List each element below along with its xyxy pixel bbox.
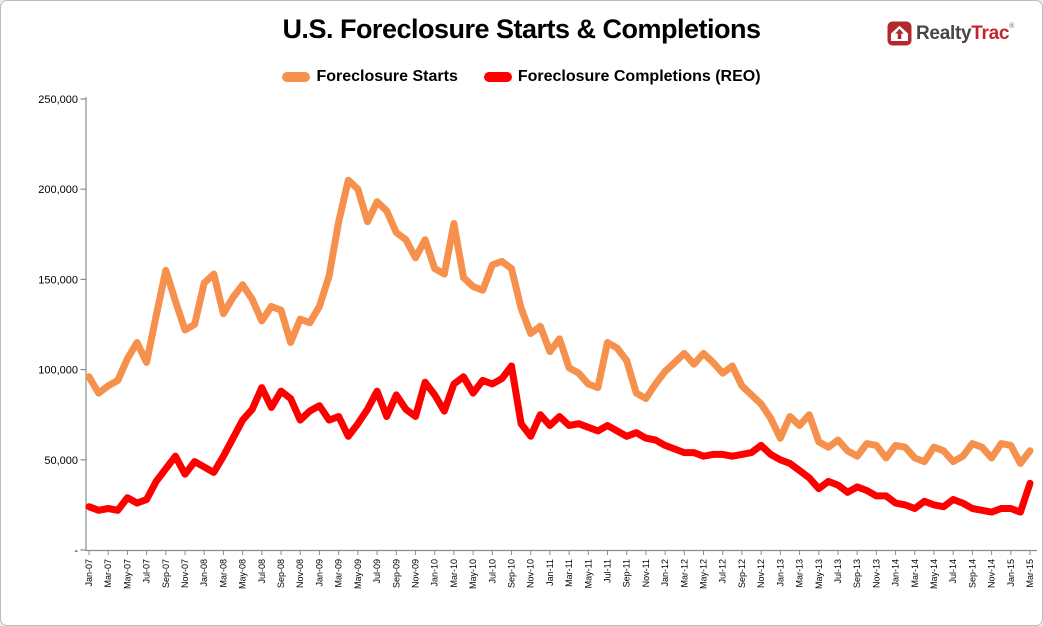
x-tick-label: Jan-11	[545, 559, 555, 586]
x-tick-label: Nov-09	[410, 559, 420, 588]
x-tick-label: Sep-09	[391, 559, 401, 588]
registered-mark: ®	[1009, 22, 1014, 30]
y-axis-labels: - 50,000 100,000 150,000 200,000 250,000	[38, 94, 86, 557]
x-tick-label: Jan-07	[84, 559, 94, 587]
chart-legend: Foreclosure Starts Foreclosure Completio…	[1, 68, 1042, 86]
x-tick-label: Mar-14	[910, 559, 920, 588]
logo-wordmark: RealtyTrac®	[916, 23, 1014, 45]
x-tick-label: May-11	[583, 559, 593, 588]
x-tick-label: Jul-09	[372, 559, 382, 584]
x-tick-label: Jul-14	[948, 559, 958, 584]
x-tick-label: Jul-08	[257, 559, 267, 584]
x-tick-label: Nov-07	[180, 559, 190, 588]
x-tick-label: May-13	[814, 559, 824, 589]
x-tick-label: May-10	[468, 559, 478, 589]
x-tick-label: Mar-13	[795, 559, 805, 588]
series-line-foreclosure-completions	[85, 362, 1034, 516]
y-tick-label: 50,000	[44, 455, 78, 467]
legend-swatch-starts	[282, 72, 311, 82]
x-tick-label: Jul-07	[142, 559, 152, 584]
axis-lines	[85, 97, 1037, 552]
x-tick-label: Jul-12	[718, 559, 728, 584]
series-line-foreclosure-starts	[85, 176, 1034, 467]
legend-label-starts: Foreclosure Starts	[316, 68, 458, 85]
y-tick-label: 200,000	[38, 184, 78, 196]
y-tick-label: 150,000	[38, 274, 78, 286]
legend-label-completions: Foreclosure Completions (REO)	[517, 68, 761, 85]
y-tick-label: -	[74, 545, 78, 557]
logo-realty-text: Realty	[916, 22, 972, 44]
x-tick-label: May-09	[353, 559, 363, 589]
x-tick-label: Nov-12	[756, 559, 766, 588]
x-tick-label: Jul-13	[833, 559, 843, 584]
x-tick-label: Jul-10	[487, 559, 497, 584]
x-tick-label: Mar-08	[218, 559, 228, 588]
legend-swatch-completions	[483, 72, 512, 82]
legend-item-completions: Foreclosure Completions (REO)	[483, 68, 761, 86]
x-tick-label: Sep-14	[967, 559, 977, 588]
x-tick-label: Sep-13	[852, 559, 862, 588]
x-tick-label: Sep-12	[737, 559, 747, 588]
logo-trac-text: Trac	[971, 22, 1010, 44]
legend-item-starts: Foreclosure Starts	[282, 68, 458, 86]
x-tick-label: Nov-13	[871, 559, 881, 588]
x-tick-label: Sep-08	[276, 559, 286, 588]
x-tick-label: Jan-14	[891, 559, 901, 587]
x-tick-label: Nov-08	[295, 559, 305, 588]
x-tick-label: Jan-15	[1006, 559, 1016, 587]
x-tick-label: Nov-14	[987, 559, 997, 588]
y-tick-label: 250,000	[38, 94, 78, 106]
x-tick-label: Nov-10	[526, 559, 536, 588]
x-tick-label: May-07	[122, 559, 132, 589]
x-tick-label: May-14	[929, 559, 939, 589]
x-tick-label: Mar-11	[564, 559, 574, 587]
x-tick-label: Jul-11	[603, 559, 613, 583]
x-tick-label: Sep-10	[506, 559, 516, 588]
x-tick-label: Nov-11	[641, 559, 651, 587]
chart-title: U.S. Foreclosure Starts & Completions	[282, 14, 761, 44]
x-tick-label: Jan-09	[314, 559, 324, 587]
x-tick-label: Mar-09	[334, 559, 344, 588]
x-tick-label: Jan-13	[775, 559, 785, 587]
x-tick-label: May-08	[238, 559, 248, 589]
y-tick-label: 100,000	[38, 365, 78, 377]
realtytrac-logo: RealtyTrac®	[887, 21, 1014, 46]
x-tick-label: Mar-12	[679, 559, 689, 588]
x-tick-label: Mar-10	[449, 559, 459, 588]
x-tick-label: Jan-08	[199, 559, 209, 587]
x-tick-label: Mar-07	[103, 559, 113, 588]
x-tick-label: Jan-10	[430, 559, 440, 587]
house-arrow-icon	[887, 21, 912, 46]
x-tick-label: Sep-07	[161, 559, 171, 588]
x-axis-labels: Jan-07 Mar-07 May-07 Jul-07 Sep-07 Nov-07 Jan-…	[84, 550, 1035, 589]
x-tick-label: Sep-11	[622, 559, 632, 587]
x-tick-label: Mar-15	[1025, 559, 1035, 588]
x-tick-label: May-12	[699, 559, 709, 589]
x-tick-label: Jan-12	[660, 559, 670, 587]
